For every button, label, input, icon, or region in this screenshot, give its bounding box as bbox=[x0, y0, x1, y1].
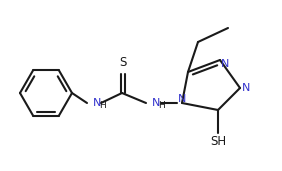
Text: SH: SH bbox=[210, 135, 226, 148]
Text: N: N bbox=[152, 98, 160, 108]
Text: S: S bbox=[119, 56, 127, 69]
Text: N: N bbox=[93, 98, 101, 108]
Text: H: H bbox=[99, 101, 106, 110]
Text: N: N bbox=[242, 83, 250, 93]
Text: H: H bbox=[158, 101, 165, 110]
Text: N: N bbox=[178, 94, 186, 104]
Text: N: N bbox=[221, 59, 229, 69]
